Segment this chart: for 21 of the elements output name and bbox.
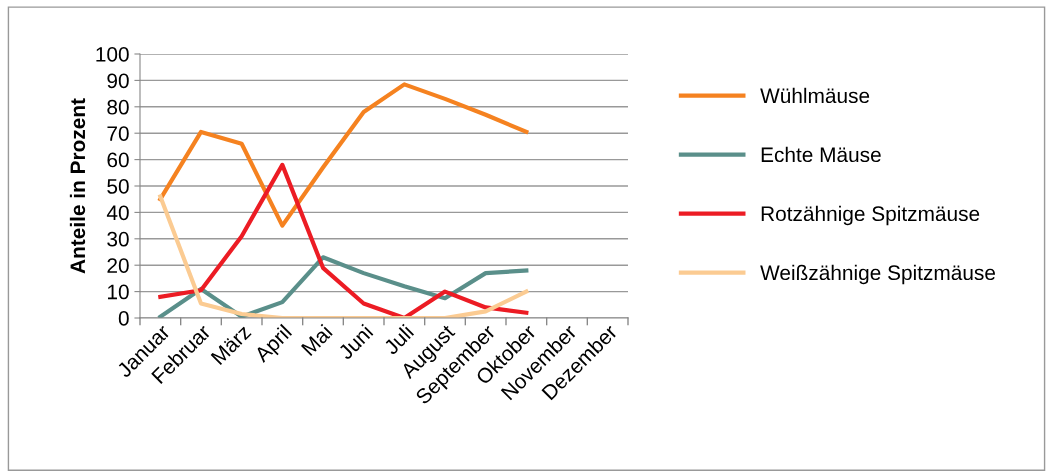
y-tick-label: 30	[107, 231, 129, 247]
line-series	[158, 194, 529, 318]
line-series	[158, 162, 529, 318]
y-tick-label: 70	[107, 126, 129, 141]
y-tick-label: 10	[108, 284, 129, 300]
y-tick-label: 90	[107, 73, 129, 89]
y-tick-label: 0	[118, 311, 129, 326]
y-tick-label: 40	[106, 205, 129, 221]
line-series	[158, 82, 529, 228]
legend-label: Weißzähnige Spitzmäuse	[760, 264, 995, 285]
x-tick-label: Mai	[300, 323, 333, 357]
y-tick-label: 50	[107, 179, 129, 194]
legend-label: Wühlmäuse	[760, 87, 870, 104]
y-tick-label: 80	[107, 99, 129, 115]
y-tick-label: 20	[107, 258, 129, 273]
y-tick-label: 100	[96, 47, 129, 62]
legend-label: Echte Mäuse	[761, 146, 881, 163]
x-tick-label: Juni	[336, 323, 374, 361]
legend-label: Rotzähnige Spitzmäuse	[761, 205, 980, 226]
y-tick-label: 60	[107, 152, 129, 168]
y-axis-title: Anteile in Prozent	[69, 98, 86, 274]
